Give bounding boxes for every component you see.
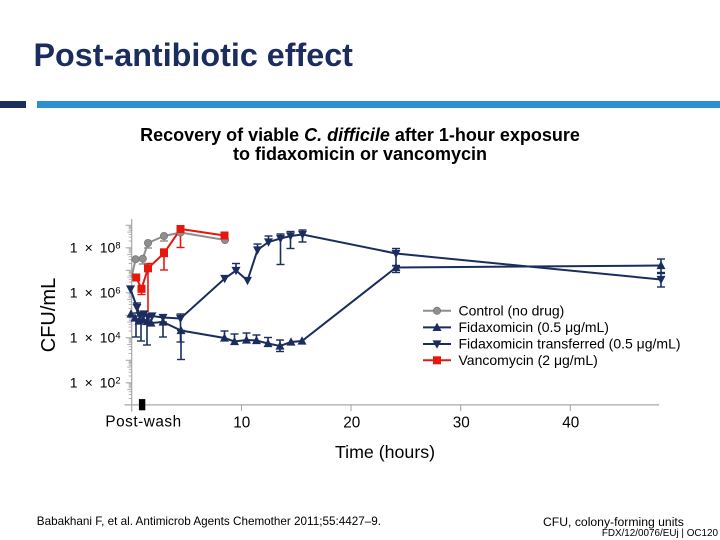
svg-text:40: 40: [562, 414, 579, 431]
svg-text:1 × 104: 1 × 104: [70, 329, 121, 345]
svg-text:30: 30: [453, 414, 470, 431]
svg-text:10: 10: [233, 414, 250, 431]
svg-text:Control (no drug): Control (no drug): [459, 302, 565, 318]
svg-text:Fidaxomicin transferred (0.5 μ: Fidaxomicin transferred (0.5 μg/mL): [459, 336, 681, 352]
svg-text:1 × 102: 1 × 102: [70, 374, 121, 390]
svg-text:Time (hours): Time (hours): [335, 442, 435, 462]
svg-text:Post-wash: Post-wash: [105, 414, 181, 431]
svg-text:1 × 106: 1 × 106: [70, 284, 121, 300]
svg-text:CFU/mL: CFU/mL: [38, 278, 60, 352]
svg-text:Fidaxomicin (0.5 μg/mL): Fidaxomicin (0.5 μg/mL): [459, 319, 609, 335]
svg-text:1 × 108: 1 × 108: [70, 239, 121, 255]
svg-text:20: 20: [343, 414, 360, 431]
svg-text:Vancomycin (2 μg/mL): Vancomycin (2 μg/mL): [459, 352, 598, 368]
